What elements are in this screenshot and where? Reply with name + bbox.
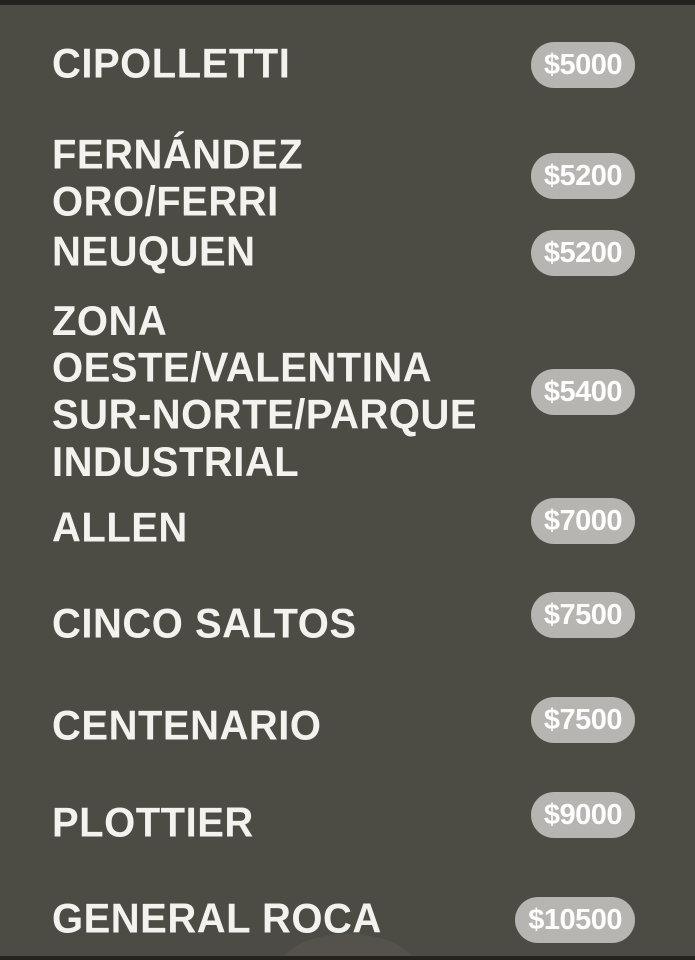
- bottom-border-bar: [0, 956, 695, 960]
- zone-name: CENTENARIO: [52, 703, 322, 750]
- price-badge: $7500: [530, 592, 635, 638]
- price-badge: $5200: [530, 230, 635, 276]
- price-badge: $10500: [515, 897, 635, 943]
- price-badge: $5200: [530, 153, 635, 200]
- price-row: CINCO SALTOS $7500: [52, 592, 635, 648]
- zone-name: ALLEN: [52, 505, 188, 552]
- price-badge: $7500: [530, 697, 635, 743]
- price-badge: $9000: [530, 792, 635, 838]
- zone-name: GENERAL ROCA: [52, 896, 382, 943]
- zone-name: PLOTTIER: [52, 800, 254, 847]
- zone-name: CINCO SALTOS: [52, 601, 357, 648]
- price-row: GENERAL ROCA $10500: [52, 897, 635, 943]
- price-badge: $5400: [530, 369, 635, 415]
- zone-name: CIPOLLETTI: [52, 41, 291, 88]
- price-row: FERNÁNDEZ ORO/FERRI $5200: [52, 132, 635, 225]
- price-badge: $5000: [530, 42, 635, 88]
- zone-name: FERNÁNDEZ ORO/FERRI: [52, 132, 304, 225]
- top-border-bar: [0, 0, 695, 5]
- price-row: ZONA OESTE/VALENTINA SUR-NORTE/PARQUE IN…: [52, 298, 635, 485]
- zone-name: NEUQUEN: [52, 229, 256, 276]
- price-row: CENTENARIO $7500: [52, 697, 635, 750]
- price-row: CIPOLLETTI $5000: [52, 42, 635, 88]
- zone-name: ZONA OESTE/VALENTINA SUR-NORTE/PARQUE IN…: [52, 298, 478, 485]
- price-row: PLOTTIER $9000: [52, 792, 635, 847]
- price-row: NEUQUEN $5200: [52, 230, 635, 276]
- price-badge: $7000: [530, 498, 635, 544]
- price-row: ALLEN $7000: [52, 498, 635, 552]
